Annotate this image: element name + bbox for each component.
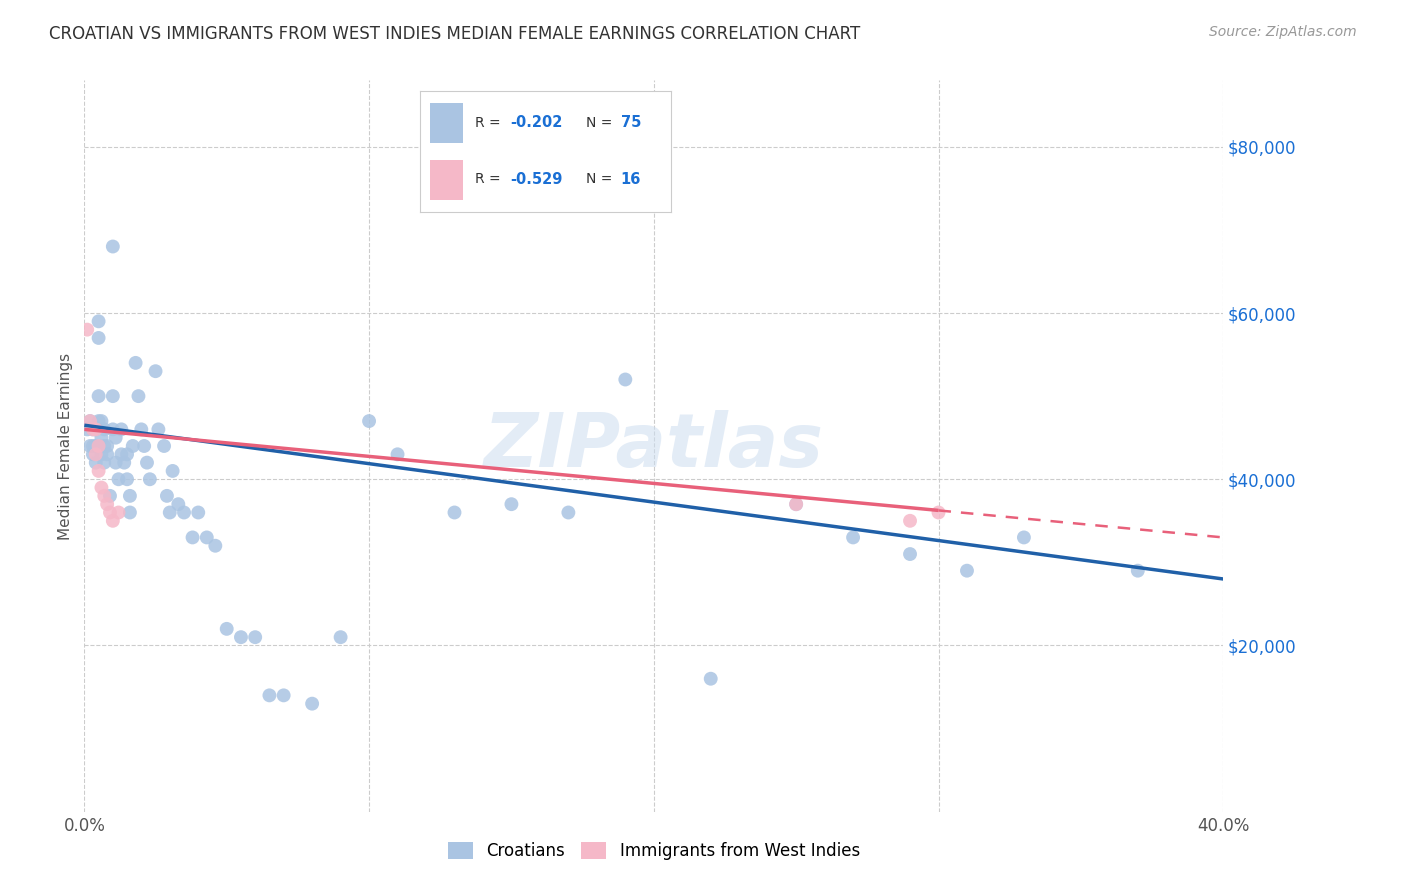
Point	[145, 364, 167, 378]
Point	[139, 472, 162, 486]
Point	[387, 447, 409, 461]
Y-axis label: Median Female Earnings: Median Female Earnings	[58, 352, 73, 540]
Point	[79, 414, 101, 428]
Point	[187, 506, 209, 520]
Point	[84, 439, 107, 453]
Point	[87, 414, 110, 428]
Legend: Croatians, Immigrants from West Indies: Croatians, Immigrants from West Indies	[441, 835, 866, 867]
Point	[159, 506, 181, 520]
Point	[167, 497, 190, 511]
Point	[162, 464, 184, 478]
Point	[136, 456, 159, 470]
Point	[98, 489, 121, 503]
Point	[84, 422, 107, 436]
Point	[134, 439, 156, 453]
Point	[87, 314, 110, 328]
Point	[82, 422, 104, 436]
Point	[1126, 564, 1149, 578]
Point	[87, 439, 110, 453]
Point	[245, 630, 267, 644]
Point	[96, 447, 118, 461]
Point	[842, 530, 865, 544]
Point	[785, 497, 807, 511]
Point	[956, 564, 979, 578]
Point	[93, 456, 115, 470]
Point	[1012, 530, 1035, 544]
Text: CROATIAN VS IMMIGRANTS FROM WEST INDIES MEDIAN FEMALE EARNINGS CORRELATION CHART: CROATIAN VS IMMIGRANTS FROM WEST INDIES …	[49, 25, 860, 43]
Point	[101, 422, 124, 436]
Point	[215, 622, 238, 636]
Point	[443, 506, 465, 520]
Point	[93, 422, 115, 436]
Point	[98, 506, 121, 520]
Point	[82, 422, 104, 436]
Point	[93, 489, 115, 503]
Point	[84, 422, 107, 436]
Point	[101, 239, 124, 253]
Point	[131, 422, 153, 436]
Point	[898, 514, 921, 528]
Point	[110, 422, 132, 436]
Point	[76, 422, 98, 436]
Point	[101, 389, 124, 403]
Point	[84, 456, 107, 470]
Point	[110, 447, 132, 461]
Text: Source: ZipAtlas.com: Source: ZipAtlas.com	[1209, 25, 1357, 39]
Point	[87, 439, 110, 453]
Point	[118, 506, 141, 520]
Point	[928, 506, 950, 520]
Point	[82, 447, 104, 461]
Point	[90, 431, 112, 445]
Point	[148, 422, 170, 436]
Point	[112, 456, 135, 470]
Point	[195, 530, 218, 544]
Point	[898, 547, 921, 561]
Point	[87, 389, 110, 403]
Point	[96, 497, 118, 511]
Point	[84, 447, 107, 461]
Point	[153, 439, 176, 453]
Point	[614, 372, 637, 386]
Point	[173, 506, 195, 520]
Point	[82, 439, 104, 453]
Point	[90, 481, 112, 495]
Point	[273, 689, 295, 703]
Point	[87, 331, 110, 345]
Point	[557, 506, 579, 520]
Point	[156, 489, 179, 503]
Text: ZIPatlas: ZIPatlas	[484, 409, 824, 483]
Point	[96, 439, 118, 453]
Point	[107, 472, 129, 486]
Point	[127, 389, 149, 403]
Point	[329, 630, 352, 644]
Point	[87, 464, 110, 478]
Point	[121, 439, 143, 453]
Point	[259, 689, 281, 703]
Point	[501, 497, 523, 511]
Point	[181, 530, 204, 544]
Point	[93, 439, 115, 453]
Point	[76, 323, 98, 337]
Point	[700, 672, 723, 686]
Point	[124, 356, 146, 370]
Point	[90, 447, 112, 461]
Point	[204, 539, 226, 553]
Point	[118, 489, 141, 503]
Point	[101, 514, 124, 528]
Point	[785, 497, 807, 511]
Point	[229, 630, 252, 644]
Point	[107, 506, 129, 520]
Point	[79, 414, 101, 428]
Point	[104, 431, 127, 445]
Point	[359, 414, 381, 428]
Point	[115, 472, 138, 486]
Point	[79, 439, 101, 453]
Point	[104, 456, 127, 470]
Point	[115, 447, 138, 461]
Point	[301, 697, 323, 711]
Point	[90, 414, 112, 428]
